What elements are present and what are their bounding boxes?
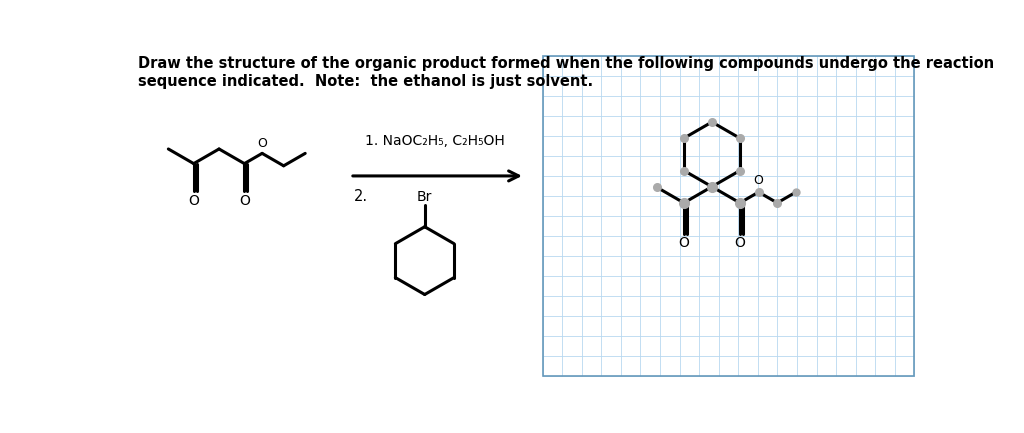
Text: Br: Br	[417, 190, 432, 204]
Text: O: O	[239, 194, 250, 208]
Text: O: O	[257, 137, 267, 150]
Text: Draw the structure of the organic product formed when the following compounds un: Draw the structure of the organic produc…	[138, 56, 994, 71]
Bar	[543, 56, 914, 376]
Text: 2.: 2.	[354, 189, 368, 204]
Text: O: O	[679, 236, 689, 250]
Text: 1. NaOC₂H₅, C₂H₅OH: 1. NaOC₂H₅, C₂H₅OH	[366, 134, 505, 148]
Text: O: O	[188, 194, 199, 208]
Text: O: O	[734, 236, 745, 250]
Text: O: O	[754, 174, 764, 187]
Text: sequence indicated.  Note:  the ethanol is just solvent.: sequence indicated. Note: the ethanol is…	[138, 74, 593, 88]
